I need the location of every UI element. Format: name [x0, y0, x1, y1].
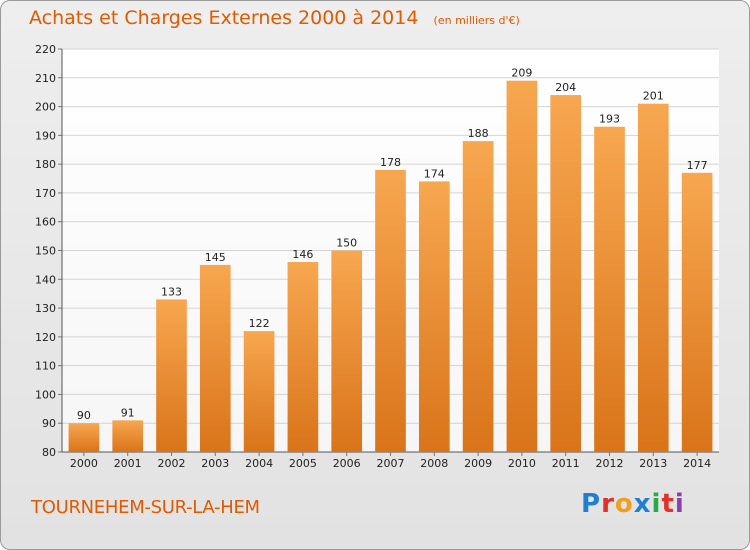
data-label: 91 [121, 406, 135, 419]
x-tick-label: 2004 [245, 457, 273, 470]
town-name: TOURNEHEM-SUR-LA-HEM [31, 497, 260, 518]
y-tick-label: 190 [35, 129, 56, 142]
bar [637, 103, 669, 452]
y-tick-label: 160 [35, 216, 56, 229]
proxiti-logo: Proxiti [581, 489, 685, 519]
y-tick-label: 120 [35, 331, 56, 344]
x-tick-label: 2010 [508, 457, 536, 470]
y-tick-label: 130 [35, 302, 56, 315]
bar [243, 331, 275, 452]
bar [681, 172, 713, 452]
y-tick-label: 170 [35, 187, 56, 200]
x-tick-label: 2009 [464, 457, 492, 470]
bar [199, 264, 231, 452]
x-tick-label: 2012 [596, 457, 624, 470]
x-tick-label: 2000 [70, 457, 98, 470]
bar [287, 262, 319, 452]
y-tick-label: 220 [35, 43, 56, 56]
bar [112, 420, 144, 452]
data-label: 201 [643, 90, 664, 103]
chart-title-block: Achats et Charges Externes 2000 à 2014 (… [29, 7, 520, 29]
data-label: 188 [468, 127, 489, 140]
plot-area: 80 90 100 110 120 130 140 150 160 170 180 190 200 210… [35, 43, 719, 470]
data-label: 133 [161, 285, 182, 298]
chart-subtitle: (en milliers d'€) [433, 14, 520, 27]
x-tick-label: 2005 [289, 457, 317, 470]
y-tick-label: 210 [35, 72, 56, 85]
bar [68, 423, 100, 452]
y-tick-label: 100 [35, 388, 56, 401]
data-label: 209 [511, 67, 532, 80]
bar [550, 95, 582, 453]
data-label: 174 [424, 167, 445, 180]
x-tick-label: 2011 [552, 457, 580, 470]
bar [462, 141, 494, 452]
bar [418, 181, 450, 452]
y-tick-label: 80 [42, 446, 56, 459]
data-label: 204 [555, 81, 576, 94]
y-tick-label: 200 [35, 101, 56, 114]
bar [156, 299, 187, 452]
data-label: 146 [292, 248, 313, 261]
x-tick-label: 2013 [639, 457, 667, 470]
bar [594, 126, 625, 452]
data-label: 122 [249, 317, 270, 330]
x-tick-label: 2006 [333, 457, 361, 470]
data-label: 150 [336, 237, 357, 250]
logo-letter: x [633, 489, 652, 519]
logo-letter: t [661, 489, 675, 519]
logo-letter: i [674, 489, 685, 519]
logo-letter: i [651, 489, 662, 519]
logo-letter: P [581, 489, 602, 519]
x-tick-label: 2001 [114, 457, 142, 470]
data-label: 177 [687, 159, 708, 172]
x-tick-label: 2007 [377, 457, 405, 470]
bar [506, 80, 538, 453]
y-tick-label: 110 [35, 360, 56, 373]
y-tick-label: 180 [35, 158, 56, 171]
x-tick-label: 2008 [420, 457, 448, 470]
bar [331, 250, 363, 452]
x-tick-label: 2014 [683, 457, 711, 470]
y-tick-label: 150 [35, 245, 56, 258]
y-tick-label: 90 [42, 417, 56, 430]
y-tick-label: 140 [35, 273, 56, 286]
chart-title: Achats et Charges Externes 2000 à 2014 [29, 7, 419, 29]
data-label: 178 [380, 156, 401, 169]
data-label: 145 [205, 251, 226, 264]
logo-letter: r [601, 489, 615, 519]
bar [375, 169, 406, 452]
logo-letter: o [614, 489, 634, 519]
x-tick-label: 2003 [201, 457, 229, 470]
x-tick-label: 2002 [158, 457, 186, 470]
data-label: 193 [599, 113, 620, 126]
data-label: 90 [77, 409, 91, 422]
